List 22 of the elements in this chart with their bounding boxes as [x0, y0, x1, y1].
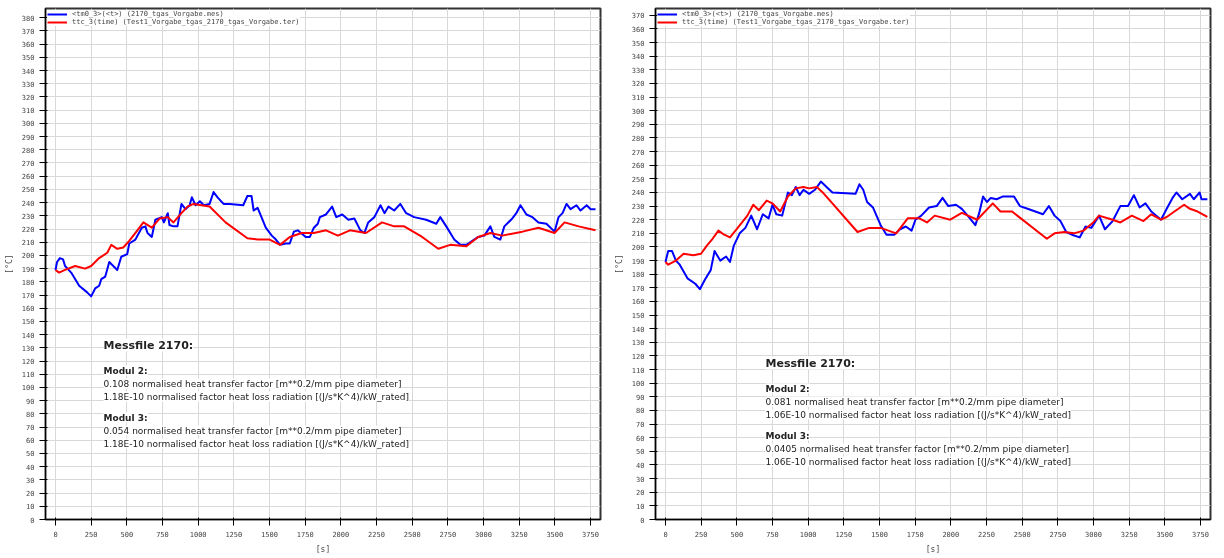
annotation: Messfile 2170: [103, 338, 194, 352]
annotation: Modul 3: [103, 412, 148, 423]
annotation: Modul 2: [765, 383, 810, 394]
y-axis-title: [°C] [4, 254, 14, 274]
annotation: Modul 2: [103, 365, 148, 376]
line-series [664, 180, 1209, 291]
x-axis-title: [s] [925, 544, 941, 554]
annotation: Modul 3: [765, 430, 810, 441]
annotation: 1.18E-10 normalised factor heat loss radiation [(J/s*K^4)/kW_rated] [103, 391, 410, 402]
y-axis-title: [°C] [614, 254, 624, 274]
annotation: 0.0405 normalised heat transfer factor [m**0.2/mm pipe diameter] [765, 443, 1070, 454]
annotation: 1.06E-10 normalised factor heat loss radiation [(J/s*K^4)/kW_rated] [765, 456, 1072, 467]
annotation: 1.18E-10 normalised factor heat loss radiation [(J/s*K^4)/kW_rated] [103, 438, 410, 449]
annotation: 1.06E-10 normalised factor heat loss radiation [(J/s*K^4)/kW_rated] [765, 409, 1072, 420]
annotation: Messfile 2170: [765, 356, 856, 370]
annotation: 0.054 normalised heat transfer factor [m**0.2/mm pipe diameter] [103, 425, 402, 436]
annotation: 0.108 normalised heat transfer factor [m**0.2/mm pipe diameter] [103, 378, 402, 389]
line-series [664, 186, 1209, 266]
line-series [54, 191, 597, 298]
annotation: 0.081 normalised heat transfer factor [m**0.2/mm pipe diameter] [765, 396, 1064, 407]
line-series [54, 202, 597, 274]
x-axis-title: [s] [315, 544, 331, 554]
